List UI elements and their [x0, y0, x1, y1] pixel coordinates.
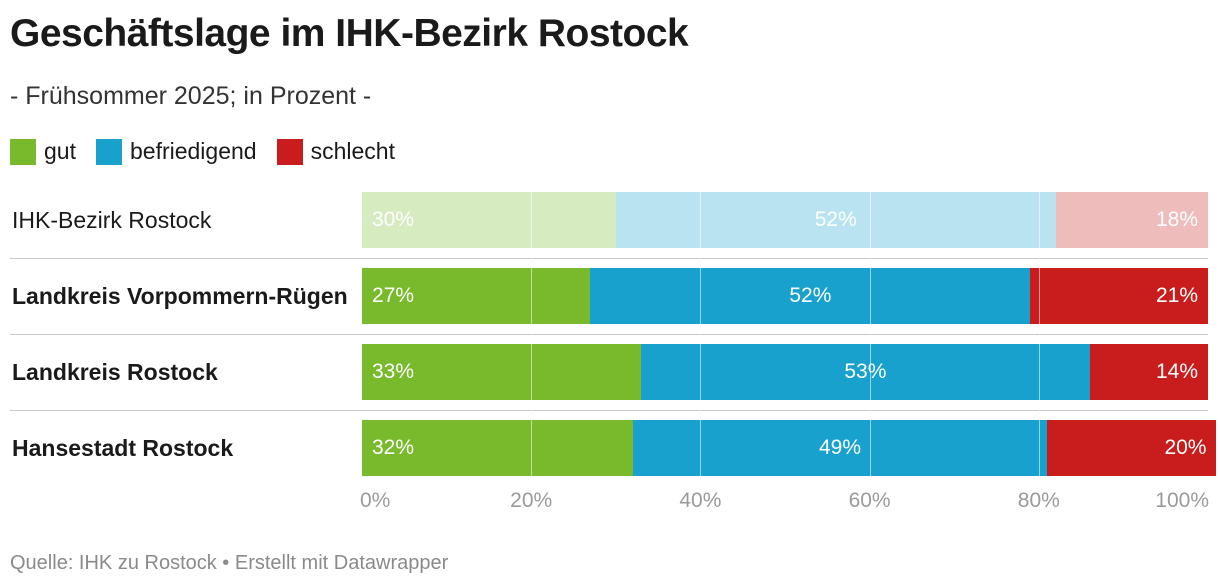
- x-tick-label: 60%: [848, 489, 891, 512]
- bar-segment-gut: [362, 268, 591, 324]
- category-label: Hansestadt Rostock: [12, 435, 234, 461]
- data-label: 20%: [1164, 436, 1207, 459]
- data-label: 21%: [1155, 284, 1198, 307]
- plot-area: 30% 52% 18% 27% 52% 21% 33% 53% 14% 32% 49% 20% 0% 20…: [360, 192, 1217, 512]
- category-label: IHK-Bezirk Rostock: [12, 207, 212, 233]
- legend-swatch-schlecht: [276, 138, 303, 165]
- bar-segment-befriedigend: [615, 192, 1056, 248]
- legend-label-befriedigend: befriedigend: [129, 138, 257, 164]
- x-tick-label: 40%: [679, 489, 722, 512]
- legend-item-schlecht: schlecht: [276, 138, 395, 165]
- bar-segment-gut: [362, 192, 616, 248]
- data-label: 27%: [372, 284, 415, 307]
- row-separator: [10, 334, 1208, 335]
- bar-segment-schlecht: [1055, 192, 1208, 248]
- bar-segment-befriedigend: [632, 420, 1048, 476]
- x-tick-label: 20%: [510, 489, 553, 512]
- x-tick-label: 80%: [1017, 489, 1060, 512]
- gridline: [531, 192, 533, 476]
- gridline: [700, 192, 702, 476]
- row-separator: [10, 410, 1208, 411]
- chart-subtitle: - Frühsommer 2025; in Prozent -: [10, 82, 372, 110]
- bar-segment-gut: [362, 344, 642, 400]
- category-label: Landkreis Rostock: [12, 359, 218, 385]
- data-label: 53%: [844, 360, 887, 383]
- data-label: 52%: [789, 284, 832, 307]
- data-label: 30%: [372, 208, 415, 231]
- legend-item-gut: gut: [10, 138, 76, 165]
- bar-segment-schlecht: [1047, 420, 1217, 476]
- bar-segment-gut: [362, 420, 633, 476]
- legend-item-befriedigend: befriedigend: [95, 138, 257, 165]
- bar-segment-befriedigend: [641, 344, 1090, 400]
- bar-segment-schlecht: [1030, 268, 1208, 324]
- bar-segment-schlecht: [1089, 344, 1208, 400]
- legend-swatch-befriedigend: [95, 138, 122, 165]
- legend-label-gut: gut: [44, 138, 76, 164]
- legend-label-schlecht: schlecht: [310, 138, 395, 164]
- category-label: Landkreis Vorpommern-Rügen: [12, 283, 348, 309]
- x-tick-label: 100%: [1155, 489, 1209, 512]
- data-label: 32%: [372, 436, 415, 459]
- data-label: 52%: [814, 208, 857, 231]
- gridline: [1038, 192, 1040, 476]
- data-label: 18%: [1155, 208, 1198, 231]
- row-separator: [10, 258, 1208, 259]
- data-label: 33%: [372, 360, 415, 383]
- x-tick-label: 0%: [360, 489, 391, 512]
- data-label: 49%: [818, 436, 861, 459]
- source-note: Quelle: IHK zu Rostock • Erstellt mit Da…: [10, 552, 449, 574]
- data-label: 14%: [1155, 360, 1198, 383]
- legend: gut befriedigend schlecht: [10, 138, 415, 165]
- gridline: [869, 192, 871, 476]
- legend-swatch-gut: [10, 138, 36, 165]
- chart-title: Geschäftslage im IHK-Bezirk Rostock: [10, 12, 689, 55]
- bar-segment-befriedigend: [590, 268, 1031, 324]
